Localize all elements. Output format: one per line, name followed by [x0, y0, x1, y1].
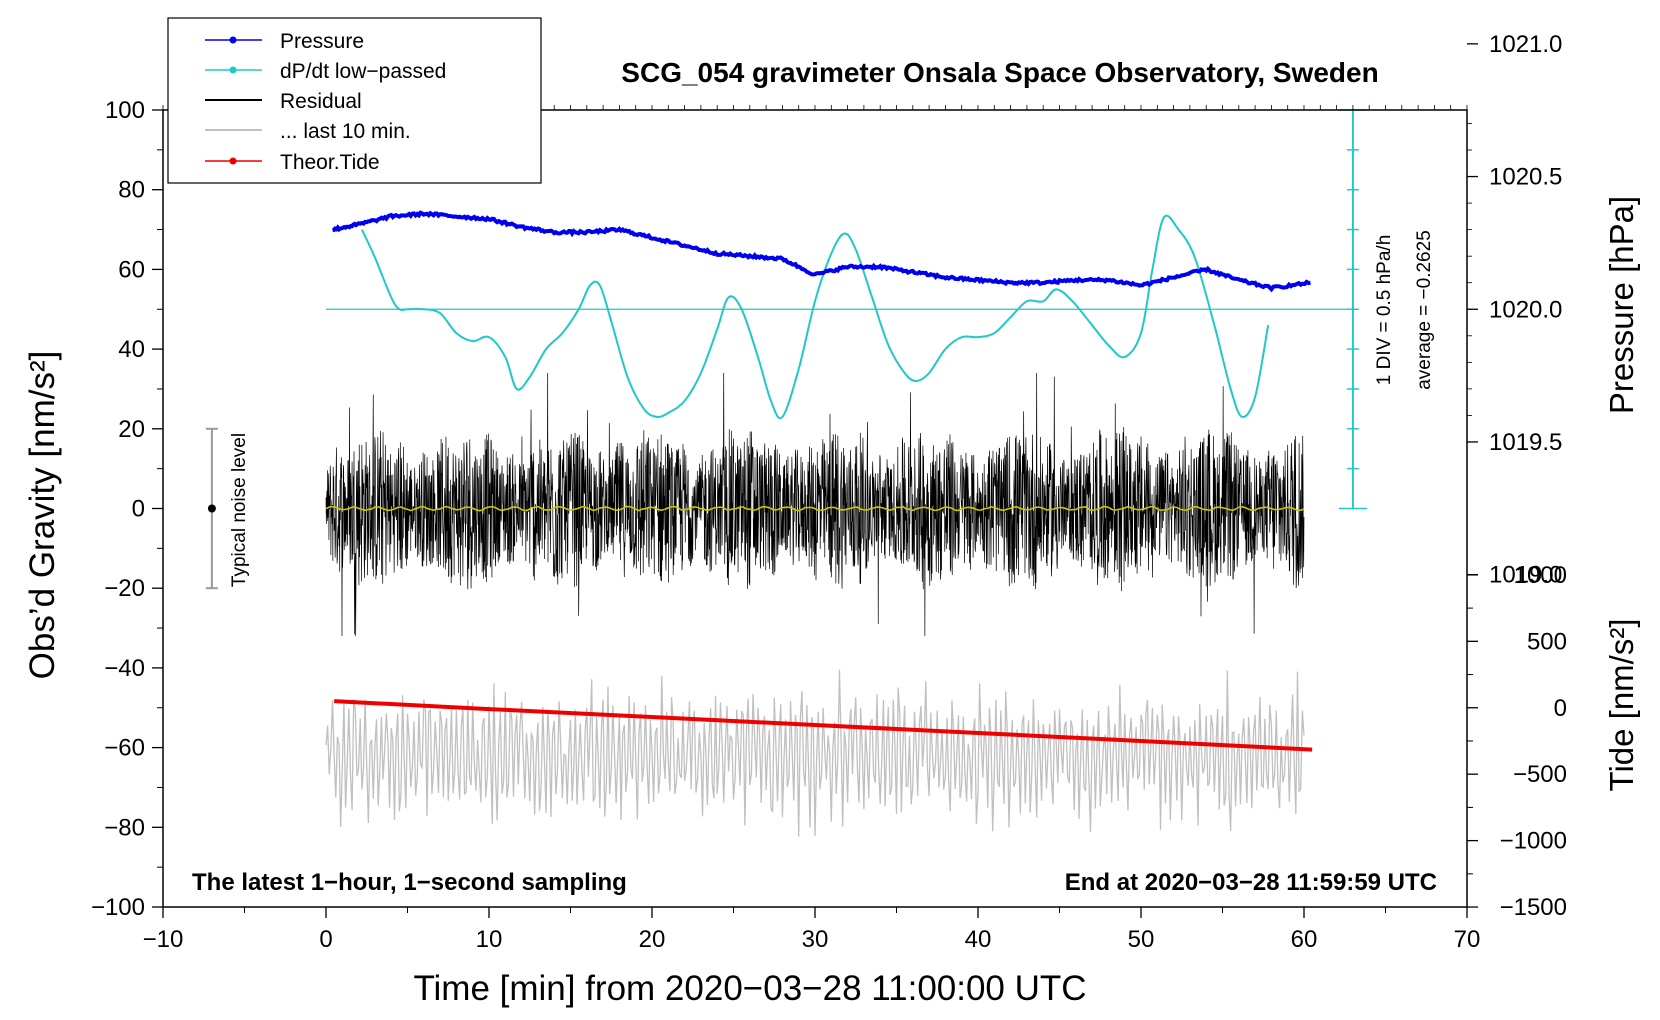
legend-entry-last10: ... last 10 min. — [205, 120, 411, 143]
pressure-series-line — [332, 210, 1311, 293]
x-tick-label: 20 — [639, 926, 666, 953]
chart-title: SCG_054 gravimeter Onsala Space Observat… — [621, 57, 1378, 88]
legend-entry-residual: Residual — [205, 90, 362, 113]
residual-mean-line — [325, 505, 1305, 512]
residual-series-line — [325, 373, 1305, 637]
y-tick-label: 40 — [118, 336, 145, 363]
x-tick-label: 10 — [476, 926, 503, 953]
y-tick-label: −100 — [91, 894, 145, 921]
x-axis-label: Time [min] from 2020−03−28 11:00:00 UTC — [413, 969, 1086, 1008]
average-label: average = −0.2625 — [1414, 230, 1435, 390]
tide-series-line — [334, 699, 1313, 752]
tide-axis-label: Tide [nm/s²] — [1603, 619, 1640, 792]
dpdt-series-line — [360, 214, 1270, 420]
noise-center-dot — [207, 504, 216, 513]
legend-label-last10: ... last 10 min. — [280, 120, 411, 143]
pressure-tick-label: 1019.0 — [1489, 562, 1562, 589]
pressure-tick-label: 1021.0 — [1489, 31, 1562, 58]
x-tick-label: 50 — [1128, 926, 1155, 953]
y-tick-label: −40 — [104, 655, 145, 682]
legend-label-tide: Theor.Tide — [280, 151, 380, 174]
legend-entry-tide: Theor.Tide — [205, 151, 380, 174]
legend-entry-dpdt: dP/dt low−passed — [205, 60, 446, 83]
y-tick-label: 60 — [118, 256, 145, 283]
last10-series-line — [325, 669, 1305, 837]
tide-tick-label: −500 — [1513, 761, 1567, 788]
series-layer — [325, 210, 1353, 837]
x-tick-label: 30 — [802, 926, 829, 953]
x-tick-label: 0 — [319, 926, 332, 953]
pressure-tick-label: 1019.5 — [1489, 429, 1562, 456]
legend-label-pressure: Pressure — [280, 30, 364, 53]
y-tick-label: 0 — [132, 496, 145, 523]
x-tick-label: 40 — [965, 926, 992, 953]
y-tick-label: 100 — [105, 97, 145, 124]
end-time-annotation: End at 2020−03−28 11:59:59 UTC — [1065, 869, 1437, 896]
pressure-axis-label: Pressure [hPa] — [1603, 196, 1640, 414]
noise-indicator — [205, 427, 218, 590]
y-tick-label: −80 — [104, 814, 145, 841]
y-tick-label: 80 — [118, 177, 145, 204]
legend: Pressure dP/dt low−passed Residual ... l… — [167, 17, 542, 184]
legend-marker-tide — [229, 157, 237, 165]
x-tick-label: −10 — [143, 926, 184, 953]
y-tick-label: −20 — [104, 575, 145, 602]
div-label: 1 DIV = 0.5 hPa/h — [1374, 235, 1395, 386]
y-axis-label-left: Obs’d Gravity [nm/s²] — [23, 351, 62, 680]
tide-tick-label: −1000 — [1500, 828, 1567, 855]
legend-marker-dpdt — [229, 66, 237, 74]
x-tick-label: 60 — [1291, 926, 1318, 953]
noise-level-label: Typical noise level — [229, 433, 250, 587]
tide-tick-label: 1000 — [1514, 562, 1567, 589]
tide-tick-label: 0 — [1554, 695, 1567, 722]
ticks-layer: −10 0 10 20 30 40 50 60 70−100−80−60−40−20020406… — [91, 31, 1567, 953]
tide-tick-label: 500 — [1527, 628, 1567, 655]
x-tick-label: 70 — [1454, 926, 1481, 953]
legend-marker-pressure — [229, 36, 237, 44]
pressure-tick-label: 1020.0 — [1489, 296, 1562, 323]
y-tick-label: −60 — [104, 735, 145, 762]
sampling-annotation: The latest 1−hour, 1−second sampling — [192, 869, 627, 896]
legend-label-residual: Residual — [280, 90, 362, 113]
legend-label-dpdt: dP/dt low−passed — [280, 60, 446, 83]
legend-entry-pressure: Pressure — [205, 30, 364, 53]
pressure-tick-label: 1020.5 — [1489, 164, 1562, 191]
tide-tick-label: −1500 — [1500, 894, 1567, 921]
y-tick-label: 20 — [118, 416, 145, 443]
